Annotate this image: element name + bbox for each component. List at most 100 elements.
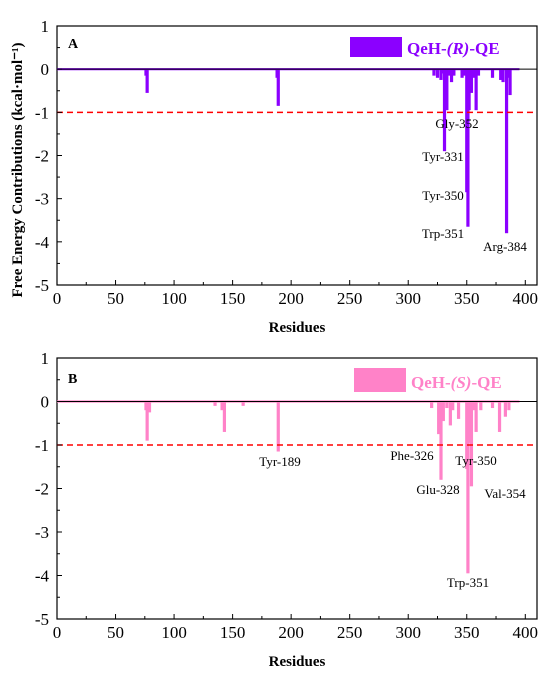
y-tick-label: -2 [35, 480, 49, 499]
x-tick-label: 300 [395, 623, 421, 642]
x-tick-label: 300 [395, 289, 421, 308]
bar [472, 69, 476, 78]
panel-a-legend-text: QeH-(R)-QE [407, 39, 500, 58]
x-tick-label: 400 [513, 289, 539, 308]
x-tick-label: 100 [161, 289, 187, 308]
bar [467, 401, 471, 443]
bar [439, 69, 443, 80]
y-tick-label: -4 [35, 233, 50, 252]
panel-a-axes: 0 50 100 150 200 250 300 350 400 1 0 -1 -2 -3 -4 -5 [35, 17, 538, 308]
bar [445, 401, 449, 409]
bar [276, 401, 280, 452]
x-tick-label: 100 [161, 623, 187, 642]
y-tick-label: 0 [41, 60, 50, 79]
residue-annotation: Gly-352 [435, 116, 478, 131]
legend-suffix: -QE [469, 39, 499, 58]
x-tick-label: 50 [107, 623, 124, 642]
bar [451, 401, 455, 411]
bar [474, 401, 478, 432]
bar [503, 401, 507, 417]
residue-annotation: Tyr-350 [422, 188, 463, 203]
bar [466, 69, 470, 227]
panel-b-annotations: Tyr-189 Phe-326 Tyr-350 Glu-328 Val-354 Trp-3… [259, 448, 526, 590]
panel-b-legend-text: QeH-(S)-QE [411, 373, 502, 392]
bar [213, 401, 217, 406]
bar [447, 69, 451, 76]
panel-a-annotations: Gly-352 Tyr-331 Tyr-350 Trp-351 Arg-384 [422, 116, 527, 254]
bar [441, 401, 445, 422]
legend-prefix: QeH- [407, 39, 447, 58]
legend-suffix: -QE [471, 373, 501, 392]
bar [472, 401, 476, 411]
x-tick-label: 150 [220, 289, 246, 308]
bar [439, 401, 443, 480]
x-tick-label: 250 [337, 289, 363, 308]
bar [469, 401, 474, 487]
bar [474, 69, 478, 111]
bar [504, 69, 509, 234]
bar [430, 401, 434, 409]
bar [490, 69, 495, 78]
y-tick-label: -3 [35, 523, 49, 542]
residue-annotation: Phe-326 [390, 448, 434, 463]
bar [437, 401, 441, 435]
residue-annotation: Tyr-331 [422, 149, 463, 164]
x-tick-label: 200 [278, 289, 304, 308]
bar [479, 401, 483, 411]
legend-italic: (R) [447, 39, 470, 58]
y-tick-label: -4 [35, 567, 50, 586]
bar [467, 69, 471, 111]
legend-prefix: QeH- [411, 373, 451, 392]
x-tick-label: 150 [220, 623, 246, 642]
panel-b-axes: 0 50 100 150 200 250 300 350 400 1 0 -1 -2 -3 -4 -5 [35, 349, 538, 642]
bar [452, 69, 456, 76]
bar [448, 401, 452, 426]
panel-b-legend: QeH-(S)-QE [354, 368, 502, 392]
bar [449, 69, 454, 83]
bar [460, 69, 464, 78]
bar [462, 69, 467, 76]
bar [241, 401, 245, 406]
bar [508, 69, 512, 96]
x-tick-label: 200 [278, 623, 304, 642]
x-tick-label: 350 [454, 623, 480, 642]
x-tick-label: 350 [454, 289, 480, 308]
bar [442, 69, 447, 152]
y-axis-title: Free Energy Contributions (kcal·mol⁻¹) [10, 42, 26, 297]
residue-annotation: Val-354 [484, 486, 526, 501]
bar [145, 401, 149, 441]
bar [507, 401, 511, 411]
residue-annotation: Arg-384 [483, 239, 527, 254]
y-tick-label: -2 [35, 147, 49, 166]
y-tick-label: -1 [35, 436, 49, 455]
bar [466, 401, 470, 574]
x-tick-label: 250 [337, 623, 363, 642]
panel-b-label: B [68, 372, 77, 387]
y-tick-label: -3 [35, 190, 49, 209]
panel-a-legend: QeH-(R)-QE [350, 37, 500, 58]
legend-italic: (S) [451, 373, 472, 392]
bar [501, 69, 505, 83]
bar [499, 69, 503, 80]
x-tick-label: 400 [513, 623, 539, 642]
panel-a-x-axis-title: Residues [269, 320, 326, 336]
panel-a-legend-swatch [350, 37, 402, 57]
bar [432, 69, 436, 76]
bar [222, 401, 227, 432]
panel-a: A QeH-(R)-QE 0 50 100 150 200 250 300 350 40010-… [35, 17, 538, 336]
bar [435, 69, 440, 78]
panel-b-x-axis-title: Residues [269, 654, 326, 670]
x-tick-label: 0 [53, 289, 62, 308]
residue-annotation: Glu-328 [416, 482, 459, 497]
residue-annotation: Trp-351 [447, 575, 489, 590]
bar [440, 69, 444, 74]
y-tick-label: 0 [41, 393, 50, 412]
residue-annotation: Trp-351 [422, 226, 464, 241]
x-tick-label: 0 [53, 623, 62, 642]
bar [147, 401, 152, 413]
y-tick-label: -1 [35, 103, 49, 122]
residue-annotation: Tyr-189 [259, 454, 300, 469]
panel-b-legend-swatch [354, 368, 406, 392]
y-tick-label: 1 [41, 17, 50, 36]
